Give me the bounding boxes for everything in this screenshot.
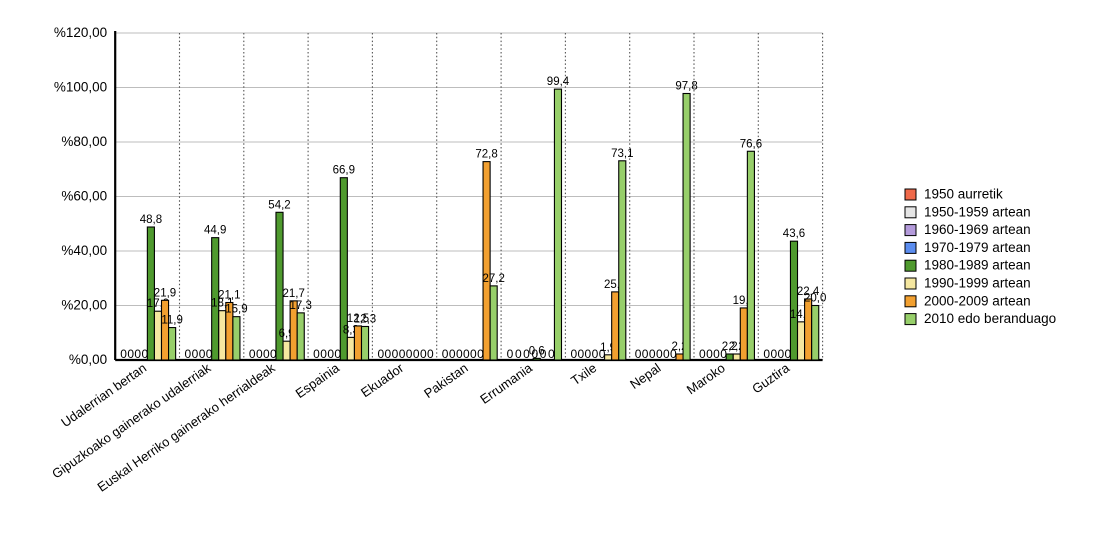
- svg-text:11,9: 11,9: [161, 315, 183, 327]
- svg-text:%60,00: %60,00: [61, 189, 107, 204]
- svg-text:66,9: 66,9: [333, 165, 355, 177]
- svg-text:48,8: 48,8: [140, 214, 162, 226]
- svg-text:54,2: 54,2: [268, 199, 290, 211]
- svg-text:1950-1959 artean: 1950-1959 artean: [924, 204, 1031, 219]
- svg-text:21,1: 21,1: [218, 290, 240, 302]
- svg-text:1990-1999 artean: 1990-1999 artean: [924, 276, 1031, 291]
- svg-text:2000-2009 artean: 2000-2009 artean: [924, 293, 1031, 308]
- svg-text:44,9: 44,9: [204, 225, 226, 237]
- svg-text:27,2: 27,2: [483, 273, 505, 285]
- svg-text:21,7: 21,7: [283, 288, 305, 300]
- svg-text:21,9: 21,9: [154, 287, 176, 299]
- svg-text:%40,00: %40,00: [61, 243, 107, 258]
- svg-text:1970-1979 artean: 1970-1979 artean: [924, 240, 1031, 255]
- svg-text:1980-1989 artean: 1980-1989 artean: [924, 258, 1031, 273]
- svg-text:%120,00: %120,00: [54, 25, 107, 40]
- svg-text:%80,00: %80,00: [61, 134, 107, 149]
- svg-text:12,3: 12,3: [354, 314, 376, 326]
- svg-text:76,6: 76,6: [740, 138, 762, 150]
- svg-text:72,8: 72,8: [475, 149, 497, 161]
- svg-text:%20,00: %20,00: [61, 298, 107, 313]
- svg-text:73,1: 73,1: [611, 148, 633, 160]
- svg-text:97,8: 97,8: [675, 81, 697, 93]
- svg-text:20,0: 20,0: [804, 293, 826, 305]
- svg-text:15,9: 15,9: [225, 304, 247, 316]
- svg-text:43,6: 43,6: [783, 228, 805, 240]
- svg-text:%0,00: %0,00: [69, 352, 107, 367]
- svg-text:99,4: 99,4: [547, 76, 570, 88]
- svg-text:17,3: 17,3: [290, 300, 312, 312]
- svg-text:1960-1969 artean: 1960-1969 artean: [924, 222, 1031, 237]
- svg-text:1950 aurretik: 1950 aurretik: [924, 187, 1003, 202]
- svg-text:2010 edo beranduago: 2010 edo beranduago: [924, 311, 1056, 326]
- svg-text:%100,00: %100,00: [54, 80, 107, 95]
